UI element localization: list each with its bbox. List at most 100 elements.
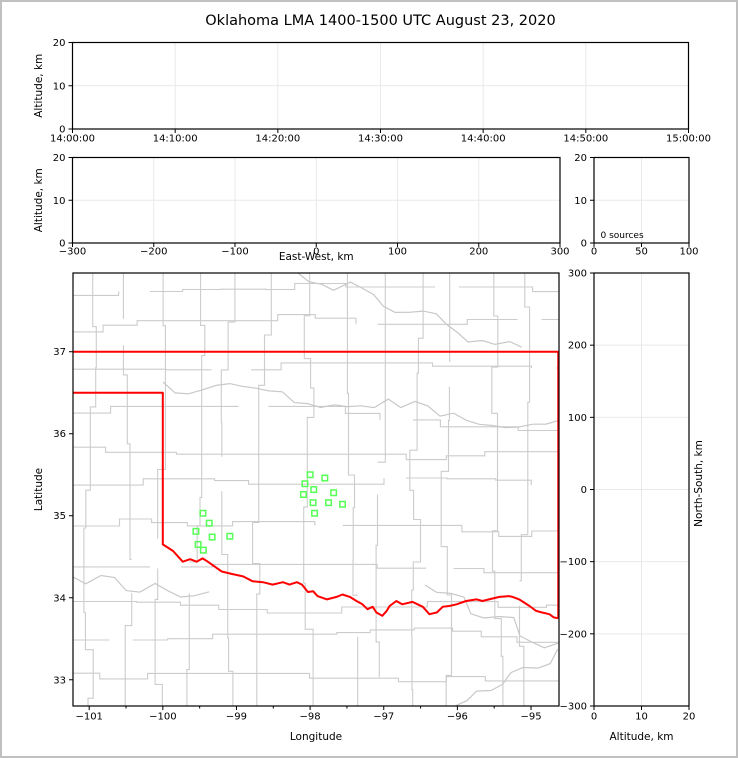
panel-ew-height: −300 −200 −100 0 100 200 300 0 10 20 Altitude, km E… [33, 153, 570, 263]
y-tick-label: 0 [59, 125, 65, 136]
county-line-h [73, 627, 559, 643]
y-tick-label: −300 [560, 702, 587, 713]
x-tick-label: 300 [550, 247, 569, 258]
x-axis-label: East-West, km [279, 251, 354, 263]
x-tick-label: 0 [591, 247, 597, 258]
lma-source-marker [309, 499, 317, 507]
lma-source-marker [199, 509, 207, 517]
county-line-h [73, 282, 559, 296]
y-tick-label: 20 [53, 153, 66, 164]
lma-source-marker [192, 527, 200, 535]
x-tick-label: 100 [679, 247, 698, 258]
lma-source-marker [321, 474, 329, 482]
x-tick-label: 15:00:00 [666, 134, 711, 145]
y-tick-label: 100 [568, 413, 587, 424]
county-line-v [303, 273, 315, 706]
x-tick-label: 20 [683, 712, 696, 723]
lma-source-marker [301, 480, 309, 488]
y-axis-label-right: North-South, km [693, 440, 705, 527]
y-tick-label: 200 [568, 341, 587, 352]
county-line-v [252, 273, 272, 706]
lma-source-marker [310, 486, 318, 494]
river-line [424, 584, 559, 649]
river-lines [73, 273, 559, 706]
panel-frame [72, 272, 560, 707]
y-tick-label: 20 [574, 153, 587, 164]
x-tick-label: 14:10:00 [153, 134, 198, 145]
y-tick-label: 20 [53, 38, 66, 49]
lma-source-marker [325, 499, 333, 507]
y-tick-label: 37 [53, 347, 66, 358]
x-tick-label: −100 [149, 712, 176, 723]
x-tick-label: 0 [591, 712, 597, 723]
lma-source-marker [299, 490, 307, 498]
x-tick-label: 50 [635, 247, 648, 258]
x-tick-label: −97 [373, 712, 394, 723]
x-tick-label: 14:30:00 [358, 134, 403, 145]
y-tick-label: 0 [59, 239, 65, 250]
y-tick-label: 36 [53, 429, 66, 440]
lma-source-marker [339, 500, 347, 508]
county-line-v [375, 273, 386, 706]
lma-sources [192, 471, 347, 554]
figure-title: Oklahoma LMA 1400-1500 UTC August 23, 20… [205, 13, 556, 29]
county-line-v [346, 273, 359, 706]
x-tick-label: 0 [313, 247, 319, 258]
lma-source-marker [330, 489, 338, 497]
county-line-v [409, 273, 424, 706]
county-line-v [122, 273, 133, 706]
county-line-v [83, 273, 97, 706]
lma-source-marker [205, 519, 213, 527]
y-tick-label: 35 [53, 511, 66, 522]
x-tick-label: 14:00:00 [50, 134, 95, 145]
county-line-h [73, 518, 559, 537]
y-axis-label: Altitude, km [33, 54, 45, 118]
x-tick-label: −98 [300, 712, 321, 723]
panel-alt-histogram: 0 50 100 0 10 20 0 sources [574, 153, 698, 258]
x-axis-label: Altitude, km [609, 731, 673, 743]
x-tick-label: −96 [447, 712, 468, 723]
x-tick-label: −99 [226, 712, 247, 723]
river-line [162, 381, 559, 429]
y-tick-label: 10 [53, 81, 66, 92]
sources-count-annotation: 0 sources [601, 231, 644, 241]
y-tick-label: 300 [568, 269, 587, 280]
x-tick-label: −95 [520, 712, 541, 723]
x-tick-label: 10 [635, 712, 648, 723]
x-tick-label: 14:20:00 [255, 134, 300, 145]
y-tick-label: −200 [560, 629, 587, 640]
river-line [297, 273, 522, 348]
county-line-h [73, 314, 559, 333]
county-line-h [73, 600, 559, 614]
x-tick-label: 100 [388, 247, 407, 258]
y-axis-label: Altitude, km [33, 168, 45, 232]
x-tick-label: −100 [221, 247, 248, 258]
panel-ns-alt: 0 10 20 300 200 100 0 −100 −200 −300 Altitude, km N… [560, 269, 705, 744]
x-tick-label: −300 [59, 247, 86, 258]
lma-source-marker [194, 540, 202, 548]
x-axis-label: Longitude [290, 731, 342, 743]
y-tick-label: 34 [53, 593, 66, 604]
county-line-h [73, 362, 559, 371]
y-tick-label: 0 [581, 239, 587, 250]
lma-source-marker [226, 532, 234, 540]
lma-source-marker [306, 471, 314, 479]
county-line-h [73, 446, 559, 461]
county-line-v [220, 273, 236, 706]
x-tick-label: 14:40:00 [461, 134, 506, 145]
y-tick-label: 33 [53, 675, 66, 686]
river-line [454, 648, 559, 706]
y-tick-label: −100 [560, 557, 587, 568]
county-line-v [186, 273, 206, 706]
y-axis-label: Latitude [33, 468, 45, 511]
lma-source-marker [199, 546, 207, 554]
county-line-v [491, 273, 504, 706]
state-border [73, 350, 559, 620]
x-tick-label: 200 [469, 247, 488, 258]
county-line-h [73, 478, 559, 485]
state-border-west-south [73, 391, 559, 620]
lma-source-marker [208, 533, 216, 541]
lma-source-marker [311, 509, 319, 517]
y-tick-label: 0 [581, 485, 587, 496]
